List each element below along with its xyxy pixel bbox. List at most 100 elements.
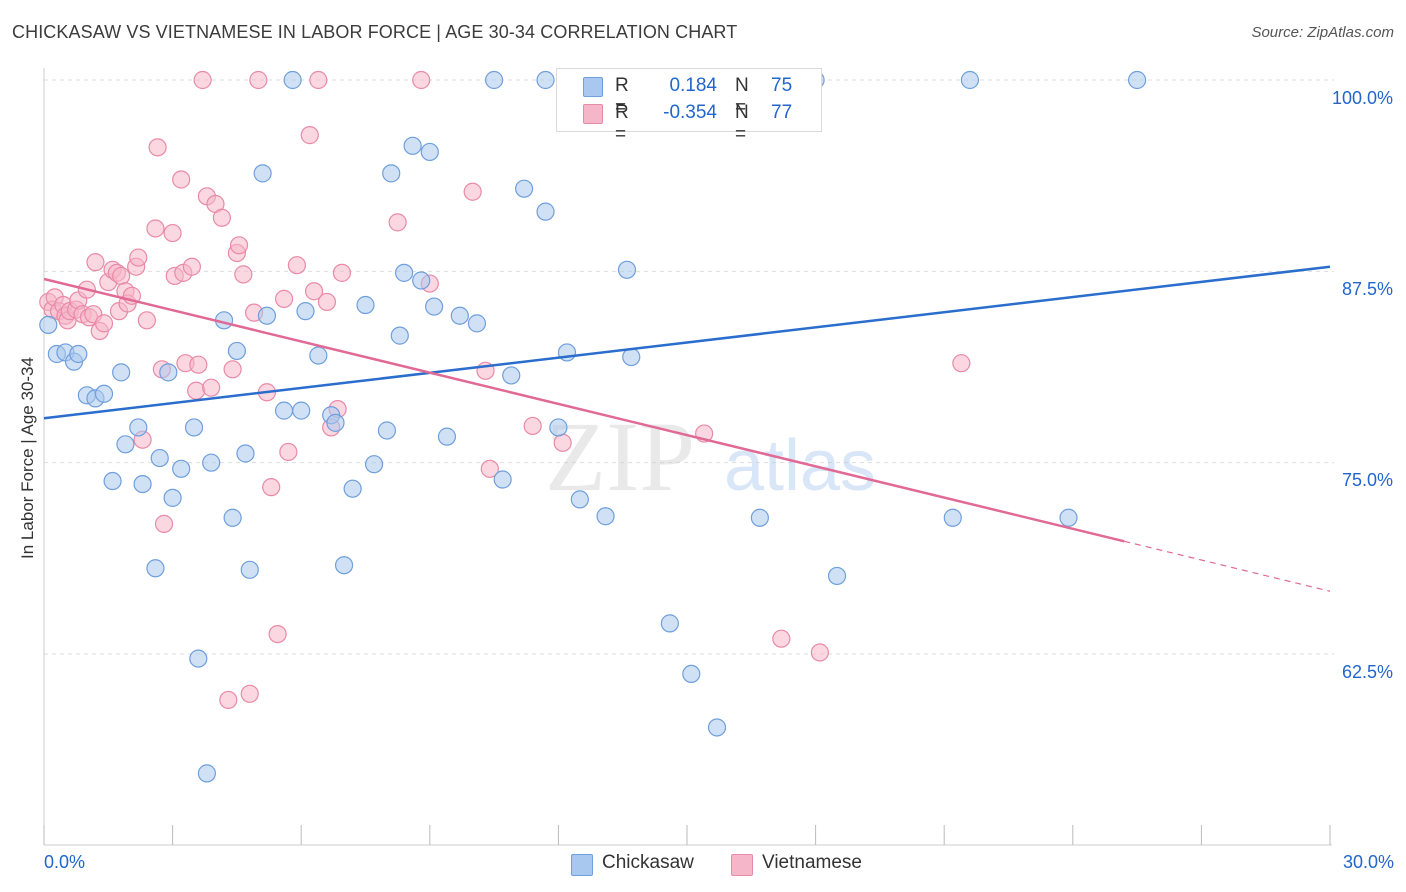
chickasaw-point xyxy=(403,136,422,155)
chickasaw-point xyxy=(257,306,277,325)
y-tick-label-75: 75.0% xyxy=(1342,470,1393,490)
chickasaw-point xyxy=(943,508,962,527)
vietnamese-point xyxy=(274,289,294,308)
chickasaw-point xyxy=(382,164,401,183)
chickasaw-point xyxy=(184,418,204,437)
vietnamese-point xyxy=(523,416,542,436)
chickasaw-point xyxy=(622,347,641,367)
chickasaw-point xyxy=(390,326,409,345)
chart-source: Source: ZipAtlas.com xyxy=(1251,24,1394,41)
vietnamese-point xyxy=(112,266,131,286)
bottom-legend-label-vietnamese: Vietnamese xyxy=(762,852,862,873)
chickasaw-point xyxy=(536,70,555,90)
chickasaw-point xyxy=(159,363,178,382)
chickasaw-point xyxy=(334,556,354,575)
chickasaw-point xyxy=(202,453,221,472)
vietnamese-point xyxy=(146,219,165,238)
chickasaw-point xyxy=(502,366,521,385)
y-tick-labels: 100.0% 87.5% 75.0% 62.5% xyxy=(1332,88,1393,682)
chickasaw-point xyxy=(116,435,135,454)
bottom-legend-swatch-vietnamese xyxy=(731,854,753,876)
legend-r-label: R = xyxy=(615,75,629,118)
legend-n-value: 75 xyxy=(771,75,793,96)
chart-title: CHICKASAW VS VIETNAMESE IN LABOR FORCE |… xyxy=(12,22,738,42)
watermark: ZIP atlas xyxy=(545,401,876,512)
chickasaw-point xyxy=(69,344,88,364)
chickasaw-point xyxy=(960,70,980,90)
chickasaw-point xyxy=(197,764,216,783)
chickasaw-point xyxy=(253,164,272,183)
vietnamese-point xyxy=(952,354,971,373)
legend-swatch-vietnamese xyxy=(583,104,603,124)
legend-r-value: 0.184 xyxy=(669,75,717,96)
legend-n-label: N = xyxy=(735,75,749,118)
bottom-legend-swatch-chickasaw xyxy=(571,854,593,876)
chickasaw-point xyxy=(283,70,302,90)
vietnamese-point xyxy=(129,248,148,267)
chickasaw-point xyxy=(240,560,259,579)
chickasaw-point xyxy=(343,479,362,498)
vietnamese-point xyxy=(229,236,249,255)
chickasaw-point xyxy=(467,314,487,333)
chickasaw-point xyxy=(536,202,555,221)
chickasaw-point xyxy=(236,444,255,463)
chickasaw-point xyxy=(163,488,182,507)
legend-n-value: 77 xyxy=(771,102,793,123)
chickasaw-point xyxy=(1059,508,1078,527)
bottom-legend-label-chickasaw: Chickasaw xyxy=(602,852,694,873)
y-tick-label-62-5: 62.5% xyxy=(1342,662,1393,682)
chickasaw-point xyxy=(750,508,769,527)
chickasaw-point xyxy=(129,418,148,437)
x-tick-label-min: 0.0% xyxy=(44,852,86,872)
legend-r-label: R = xyxy=(615,102,629,145)
trend-lines xyxy=(43,265,1331,592)
vietnamese-point xyxy=(202,378,221,397)
vietnamese-point xyxy=(94,314,114,333)
vietnamese-point xyxy=(772,629,791,648)
vietnamese-trend-line-extension xyxy=(1124,540,1331,592)
chickasaw-point xyxy=(172,459,191,478)
vietnamese-point xyxy=(304,282,324,301)
vietnamese-point xyxy=(154,514,174,533)
chickasaw-point xyxy=(682,664,701,683)
vietnamese-point xyxy=(262,478,281,497)
chickasaw-point xyxy=(412,271,431,290)
vietnamese-point xyxy=(279,442,298,462)
legend-swatch-chickasaw xyxy=(583,77,603,97)
chickasaw-point xyxy=(189,649,208,668)
chickasaw-point xyxy=(424,297,444,316)
chickasaw-point xyxy=(450,306,469,325)
vietnamese-point xyxy=(412,70,431,90)
vietnamese-point xyxy=(240,684,259,703)
legend-n-label: N = xyxy=(735,102,749,145)
chickasaw-point xyxy=(617,260,637,279)
vietnamese-point xyxy=(219,690,238,710)
vietnamese-point xyxy=(234,265,253,284)
y-axis-label: In Labor Force | Age 30-34 xyxy=(18,357,37,559)
grid-lines xyxy=(44,79,1334,655)
chickasaw-point xyxy=(515,179,534,198)
chickasaw-point xyxy=(146,559,165,578)
chickasaw-point xyxy=(394,263,414,282)
vietnamese-point xyxy=(309,70,328,90)
axes xyxy=(43,68,1332,846)
vietnamese-point xyxy=(193,70,212,90)
chickasaw-point xyxy=(364,455,384,474)
vietnamese-point xyxy=(223,360,242,379)
chickasaw-point xyxy=(707,718,727,737)
chickasaw-point xyxy=(150,448,169,468)
vietnamese-point xyxy=(287,256,307,275)
vietnamese-point xyxy=(189,355,208,374)
vietnamese-point xyxy=(300,126,319,145)
chickasaw-point xyxy=(223,508,242,527)
vietnamese-point xyxy=(810,643,829,662)
chickasaw-point xyxy=(570,490,589,509)
chickasaw-point xyxy=(94,384,114,403)
chickasaw-point xyxy=(356,295,375,315)
vietnamese-point xyxy=(212,208,231,227)
chickasaw-point xyxy=(377,421,397,440)
vietnamese-point xyxy=(332,263,352,282)
vietnamese-point xyxy=(172,170,191,189)
chickasaw-point xyxy=(39,315,58,335)
